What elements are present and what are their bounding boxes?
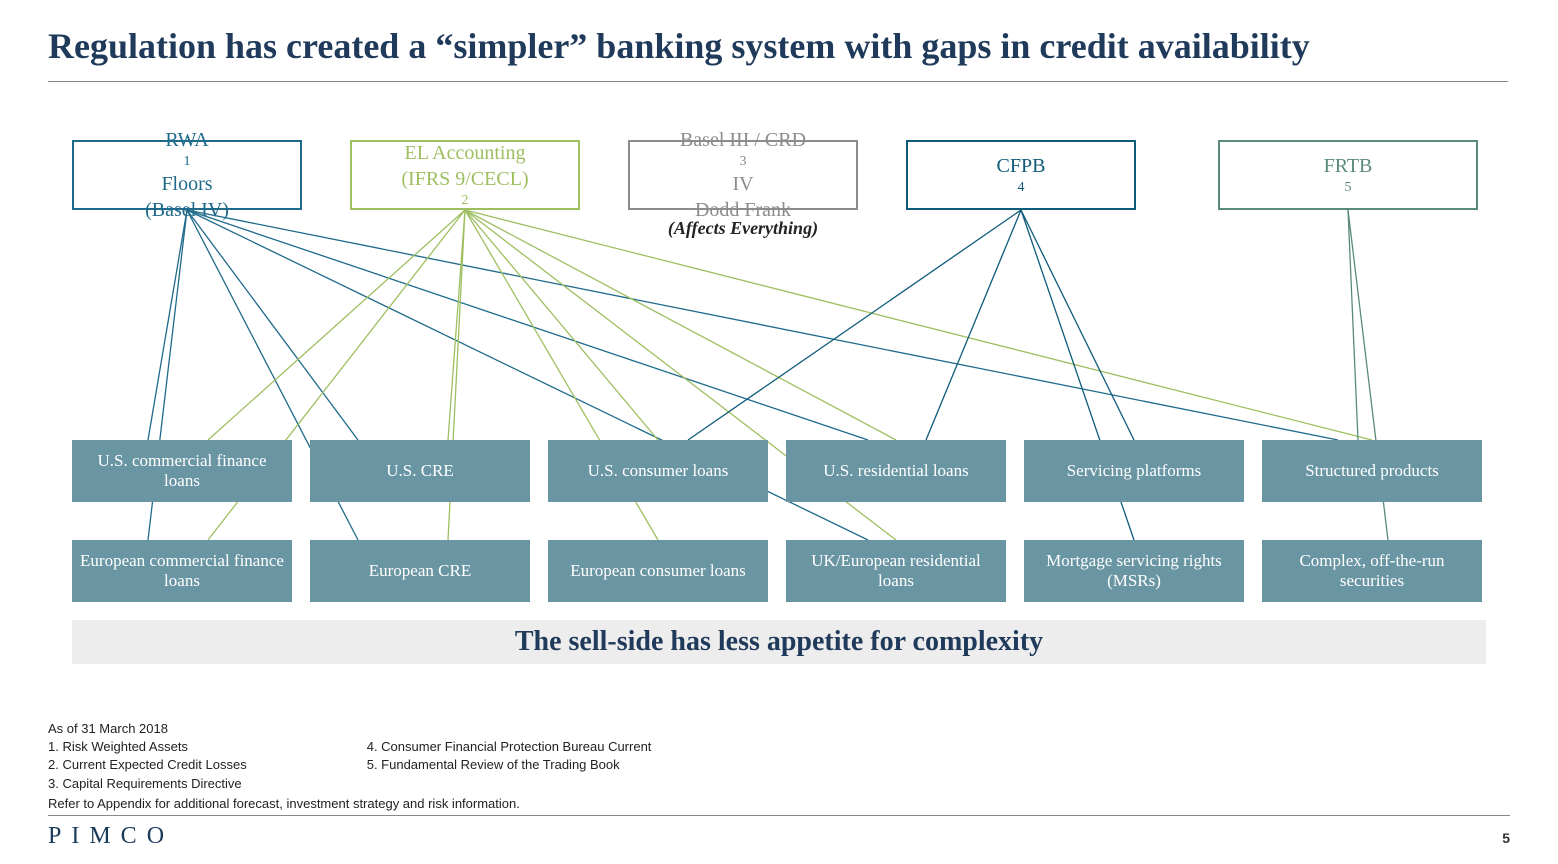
page-number: 5 bbox=[1502, 830, 1510, 846]
footnote-left-0: 1. Risk Weighted Assets bbox=[48, 738, 247, 756]
asset-box-uscomm: U.S. commercial finance loans bbox=[72, 440, 292, 502]
asset-box-ukres: UK/European residential loans bbox=[786, 540, 1006, 602]
asset-box-msr: Mortgage servicing rights (MSRs) bbox=[1024, 540, 1244, 602]
regulation-box-el: EL Accounting(IFRS 9/CECL)2 bbox=[350, 140, 580, 210]
asset-box-eucons: European consumer loans bbox=[548, 540, 768, 602]
asset-box-eucomm: European commercial finance loans bbox=[72, 540, 292, 602]
regulation-box-basel: Basel III / CRD3 IVDodd Frank bbox=[628, 140, 858, 210]
affects-everything-label: (Affects Everything) bbox=[628, 218, 858, 239]
page-title: Regulation has created a “simpler” banki… bbox=[48, 24, 1508, 82]
regulation-box-cfpb: CFPB4 bbox=[906, 140, 1136, 210]
asset-box-uscre: U.S. CRE bbox=[310, 440, 530, 502]
asset-box-complex: Complex, off-the-run securities bbox=[1262, 540, 1482, 602]
asset-box-uscons: U.S. consumer loans bbox=[548, 440, 768, 502]
footnote-date: As of 31 March 2018 bbox=[48, 720, 247, 738]
appendix-note: Refer to Appendix for additional forecas… bbox=[48, 796, 1510, 816]
regulation-box-rwa: RWA1 Floors(Basel IV) bbox=[72, 140, 302, 210]
brand-logo: PIMCO bbox=[48, 823, 174, 850]
asset-box-eucre: European CRE bbox=[310, 540, 530, 602]
asset-box-svc: Servicing platforms bbox=[1024, 440, 1244, 502]
footnote-left-2: 3. Capital Requirements Directive bbox=[48, 775, 247, 793]
footnotes-left: As of 31 March 20181. Risk Weighted Asse… bbox=[48, 720, 247, 793]
footnotes-right: 4. Consumer Financial Protection Bureau … bbox=[367, 720, 652, 793]
regulation-diagram: RWA1 Floors(Basel IV) EL Accounting(IFRS … bbox=[48, 140, 1510, 660]
footnote-right-0: 4. Consumer Financial Protection Bureau … bbox=[367, 738, 652, 756]
regulation-box-frtb: FRTB5 bbox=[1218, 140, 1478, 210]
asset-box-struct: Structured products bbox=[1262, 440, 1482, 502]
asset-box-usres: U.S. residential loans bbox=[786, 440, 1006, 502]
footnote-left-1: 2. Current Expected Credit Losses bbox=[48, 756, 247, 774]
footnotes: As of 31 March 20181. Risk Weighted Asse… bbox=[48, 720, 1510, 793]
footnote-right-1: 5. Fundamental Review of the Trading Boo… bbox=[367, 756, 652, 774]
caption-bar: The sell-side has less appetite for comp… bbox=[72, 620, 1486, 664]
